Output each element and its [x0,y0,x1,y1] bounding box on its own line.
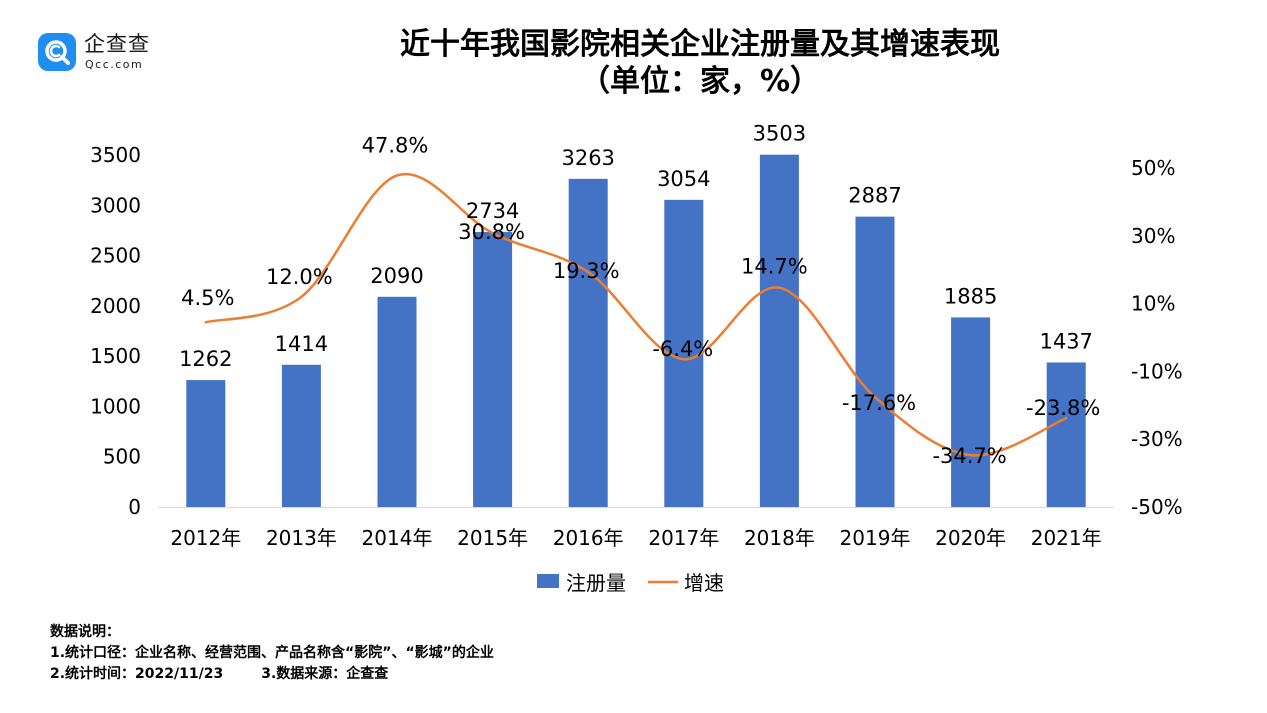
legend-bar-swatch [537,574,559,588]
right-tick-label: -10% [1131,359,1183,383]
left-tick-label: 2000 [90,294,141,318]
x-tick-label: 2018年 [744,526,815,550]
bar [186,380,226,507]
left-tick-label: 2500 [90,244,141,268]
left-tick-label: 3000 [90,193,141,217]
legend: 注册量 增速 [537,571,724,595]
line-value-label: 12.0% [266,265,333,289]
bar-value-label: 2887 [848,184,901,208]
bar [951,317,991,507]
line-value-label: 47.8% [362,133,429,157]
left-tick-label: 3500 [90,143,141,167]
line-series [204,172,1068,457]
line-value-label: 30.8% [458,220,525,244]
bar [1046,362,1086,507]
bar-value-label: 2090 [370,264,423,288]
notes-heading: 数据说明： [50,624,120,640]
bar-value-label: 3503 [753,122,806,146]
legend-line-label: 增速 [684,571,724,595]
bar-value-label: 3263 [561,146,614,170]
right-tick-label: -30% [1131,427,1183,451]
x-tick-label: 2014年 [362,526,433,550]
right-tick-label: -50% [1131,495,1183,519]
bar [473,232,513,507]
line-value-label: -6.4% [652,337,713,361]
bar [568,178,608,507]
bar-data-labels: 1262 1414 2090 2734 3263 3054 3503 2887 1885 1437 [179,122,1093,371]
left-axis: 0 500 1000 1500 2000 2500 3000 3500 [90,143,141,519]
x-axis: 2012年 2013年 2014年 2015年 2016年 2017年 2018年 2019年… [170,526,1101,550]
right-tick-label: 30% [1131,224,1175,248]
x-tick-label: 2015年 [457,526,528,550]
bar-value-label: 1437 [1039,329,1092,353]
bar-value-label: 1885 [944,284,997,308]
x-tick-label: 2019年 [840,526,911,550]
bar [855,216,895,508]
bar-series [186,154,1086,508]
line-value-label: 19.3% [553,259,620,283]
x-tick-label: 2013年 [266,526,337,550]
logo-domain: Qcc.com [85,58,144,71]
line-value-label: -23.8% [1026,396,1100,420]
logo-name: 企查查 [84,32,150,56]
left-tick-label: 1000 [90,394,141,418]
bar-value-label: 3054 [657,167,710,191]
line-value-label: 4.5% [181,286,234,310]
qcc-logo-icon [38,33,76,71]
line-value-label: -17.6% [842,391,916,415]
left-tick-label: 500 [103,445,141,469]
bar-value-label: 1414 [275,332,328,356]
line-data-labels: 4.5% 12.0% 47.8% 30.8% 19.3% -6.4% 14.7% -17.6%… [181,133,1100,468]
chart-title: 近十年我国影院相关企业注册量及其增速表现 [400,27,1000,62]
notes-time-source: 2.统计时间：2022/11/23 3.数据来源：企查查 [50,664,494,685]
qcc-logo: 企查查 Qcc.com [38,32,168,76]
line-value-label: -34.7% [932,444,1006,468]
left-tick-label: 1500 [90,344,141,368]
x-tick-label: 2012年 [170,526,241,550]
growth-line [204,172,1068,457]
left-tick-label: 0 [128,495,141,519]
bar [281,364,321,507]
bar-value-label: 1262 [179,347,232,371]
line-value-label: 14.7% [741,255,808,279]
right-tick-label: 50% [1131,156,1175,180]
right-axis: -50% -30% -10% 10% 30% 50% [1131,156,1183,519]
notes-source: 3.数据来源：企查查 [261,666,389,682]
chart-unit: （单位：家，%） [579,64,821,99]
bar [664,199,704,507]
data-notes: 数据说明： 1.统计口径：企业名称、经营范围、产品名称含“影院”、“影城”的企业… [50,622,494,685]
bar [759,154,799,507]
bar-value-label: 2734 [466,199,519,223]
notes-scope: 1.统计口径：企业名称、经营范围、产品名称含“影院”、“影城”的企业 [50,645,494,661]
x-tick-label: 2017年 [648,526,719,550]
right-tick-label: 10% [1131,292,1175,316]
notes-time: 2.统计时间：2022/11/23 [50,666,224,682]
x-tick-label: 2020年 [935,526,1006,550]
x-tick-label: 2016年 [553,526,624,550]
bar [377,296,417,507]
legend-bar-label: 注册量 [566,571,626,595]
x-tick-label: 2021年 [1031,526,1102,550]
